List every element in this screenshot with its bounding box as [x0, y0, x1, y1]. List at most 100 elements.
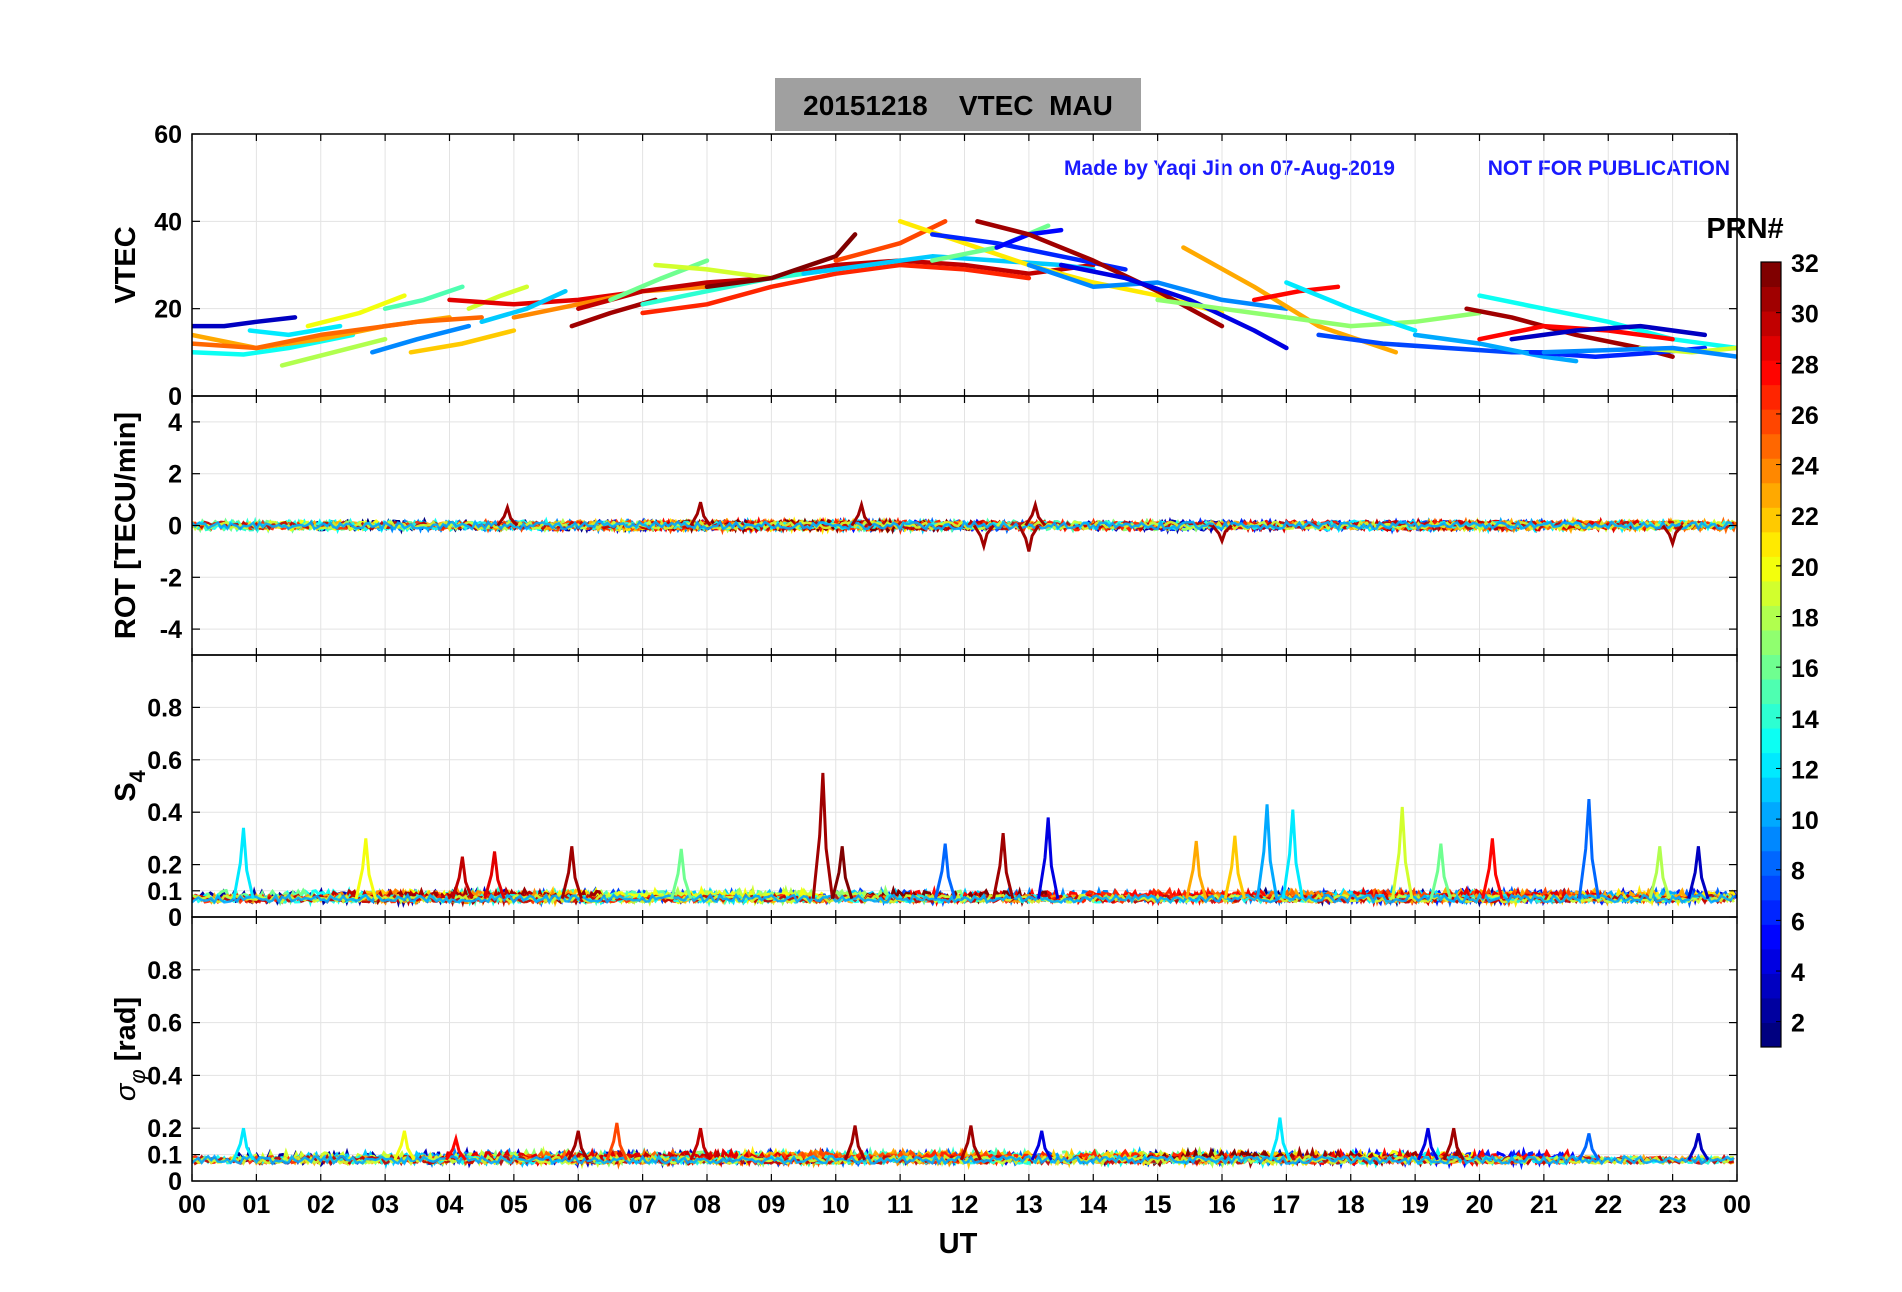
y-tick-label: 0.4: [147, 1062, 182, 1090]
y-tick-label: -2: [160, 564, 182, 592]
colorbar-swatch: [1761, 458, 1781, 484]
colorbar-swatch: [1761, 360, 1781, 386]
vtec-series-prn-9: [370, 323, 472, 355]
x-tick-label: 00: [178, 1191, 206, 1219]
vtec-series-prn-11: [479, 288, 568, 325]
panel-sigma: 00.10.2 0.4 0.6 0.8 σφ [rad]: [110, 916, 1738, 1196]
s4-spike: [451, 856, 474, 900]
colorbar-tick-label: 20: [1791, 554, 1819, 582]
x-tick-label: 22: [1594, 1191, 1622, 1219]
colorbar-tick-label: 32: [1791, 250, 1819, 278]
y-tick-label: 20: [154, 296, 182, 324]
vtec-series-prn-9: [1541, 345, 1737, 359]
colorbar-tick-label: 28: [1791, 351, 1819, 379]
x-tick-label: 20: [1466, 1191, 1494, 1219]
x-tick-label: 16: [1208, 1191, 1236, 1219]
s4-spike: [354, 838, 377, 900]
x-tick-label: 10: [822, 1191, 850, 1219]
y-axis-label-rot: ROT [TECU/min]: [110, 412, 142, 639]
colorbar-swatch: [1761, 384, 1781, 410]
colorbar-swatch: [1761, 482, 1781, 508]
s4-baseline-prn-10: [192, 892, 1735, 905]
x-tick-label: 17: [1272, 1191, 1300, 1219]
colorbar-tick-label: 12: [1791, 756, 1819, 784]
y-tick-label: 4: [168, 409, 182, 437]
publication-note: NOT FOR PUBLICATION: [1488, 157, 1730, 180]
s4-spike: [1577, 799, 1601, 899]
x-tick-label: 03: [371, 1191, 399, 1219]
colorbar-swatch: [1761, 286, 1781, 312]
vtec-series-prn-19: [466, 284, 530, 311]
s4-spike: [1648, 846, 1671, 900]
y-tick-label: 0.8: [147, 957, 182, 985]
colorbar-swatch: [1761, 728, 1781, 754]
x-tick-label: 05: [500, 1191, 528, 1219]
y-tick-label: 0.1: [147, 1142, 182, 1170]
colorbar-swatch: [1761, 752, 1781, 778]
sigma-spike: [232, 1127, 255, 1161]
colorbar-tick-label: 8: [1791, 858, 1805, 886]
sigma-spike: [1442, 1127, 1465, 1161]
s4-spike: [811, 772, 835, 899]
y-tick-label: 0: [168, 513, 182, 541]
vtec-series-prn-30: [576, 258, 1096, 311]
rot-spike: [1017, 524, 1040, 552]
s4-spike: [232, 827, 255, 899]
colorbar-swatch: [1761, 703, 1781, 729]
x-tick-label: 12: [951, 1191, 979, 1219]
colorbar-swatch: [1761, 335, 1781, 361]
vtec-series-prn-20: [305, 293, 407, 329]
colorbar-swatch: [1761, 507, 1781, 533]
colorbar-swatch: [1761, 654, 1781, 680]
y-axis-label-sigma: σφ [rad]: [110, 997, 150, 1101]
sigma-spike: [605, 1122, 628, 1161]
x-tick-label: 11: [887, 1191, 914, 1219]
vtec-series-prn-12: [247, 323, 343, 338]
vtec-series-prn-25: [192, 315, 484, 351]
colorbar-swatch: [1761, 311, 1781, 337]
rot-spike: [1211, 524, 1233, 546]
colorbar-label: PRN#: [1706, 213, 1783, 245]
y-tick-label: 0: [168, 904, 182, 932]
sigma-spike: [844, 1125, 867, 1161]
x-tick-label: 13: [1015, 1191, 1043, 1219]
vtec-series-prn-10: [1412, 332, 1579, 364]
vtec-series-prn-9: [1026, 262, 1289, 311]
x-tick-label: 02: [307, 1191, 335, 1219]
sigma-spike: [1687, 1133, 1710, 1161]
y-tick-label: 0.6: [147, 1010, 182, 1038]
x-tick-label: 19: [1401, 1191, 1429, 1219]
s4-spike: [831, 846, 854, 900]
chart-title: 20151218 VTEC MAU: [803, 90, 1113, 121]
colorbar-swatch: [1761, 262, 1781, 288]
x-tick-label: 00: [1723, 1191, 1751, 1219]
vtec-series-prn-12: [1284, 280, 1418, 333]
colorbar-swatch: [1761, 826, 1781, 852]
colorbar-swatch: [1761, 973, 1781, 999]
s4-spike: [560, 846, 583, 900]
y-tick-label: 0.2: [147, 852, 182, 880]
x-tick-label: 08: [693, 1191, 721, 1219]
title-box: [775, 78, 1141, 131]
x-axis: 00 01 02 03 04 05 06 07 08 09 10 11 12 13 14 15 16 17 18 19…: [178, 1191, 1751, 1219]
x-tick-label: 06: [564, 1191, 592, 1219]
vtec-series-prn-17: [1155, 297, 1482, 329]
colorbar-tick-label: 26: [1791, 402, 1819, 430]
y-axis-label-vtec: VTEC: [110, 226, 142, 303]
colorbar-swatch: [1761, 924, 1781, 950]
s4-spike: [1037, 817, 1060, 899]
x-tick-label: 18: [1337, 1191, 1365, 1219]
vtec-series-prn-3: [1509, 323, 1708, 342]
y-tick-label: 0.1: [147, 878, 182, 906]
x-tick-label: 07: [629, 1191, 657, 1219]
colorbar-tick-label: 18: [1791, 605, 1819, 633]
colorbar-tick-label: 4: [1791, 959, 1805, 987]
rot-spike: [850, 499, 873, 527]
colorbar-tick-label: 2: [1791, 1010, 1805, 1038]
rot-spike: [1024, 499, 1047, 527]
sigma-spike: [445, 1133, 467, 1161]
sigma-spike: [959, 1125, 982, 1161]
s4-spike: [1481, 838, 1504, 900]
y-tick-label: 0: [168, 383, 182, 411]
